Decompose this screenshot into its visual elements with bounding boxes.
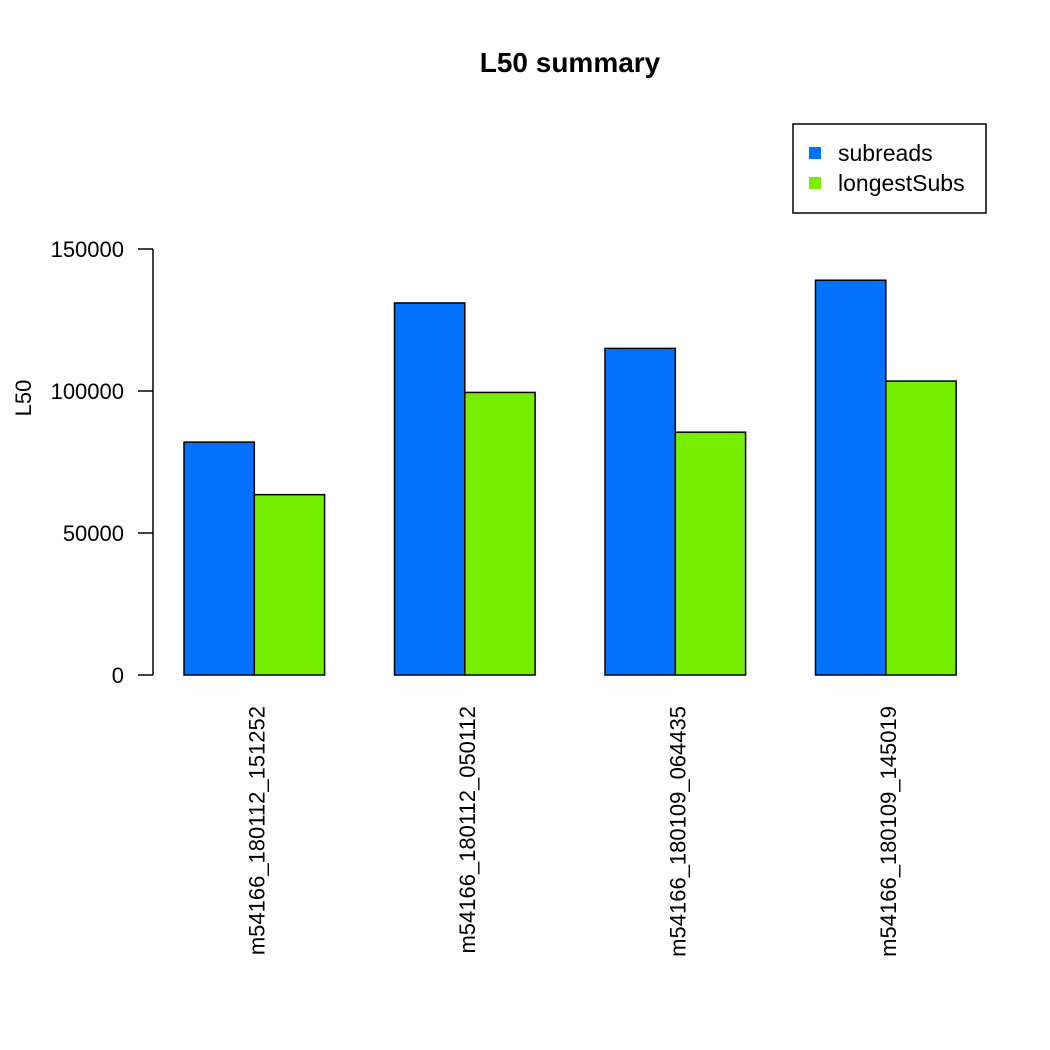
bar-longestSubs-1 [253, 493, 326, 676]
bar-subreads-1 [183, 441, 256, 676]
bar-subreads-2 [393, 302, 466, 676]
y-tick-label: 0 [112, 663, 124, 688]
legend-swatch-subreads [809, 147, 821, 159]
chart-title: L50 summary [480, 47, 661, 78]
legend: subreads longestSubs [792, 123, 987, 214]
bar-subreads-4 [814, 279, 887, 676]
legend-box [792, 123, 987, 214]
x-tick-label: m54166_180112_050112 [455, 706, 480, 954]
x-tick-label: m54166_180109_064435 [665, 706, 690, 957]
legend-label-longestSubs: longestSubs [838, 170, 965, 196]
y-tick-label: 150000 [51, 237, 124, 262]
bar-longestSubs-2 [464, 391, 536, 676]
y-axis: 0 50000 100000 150000 [51, 237, 154, 688]
bar-longestSubs-4 [885, 380, 957, 676]
bar-subreads-3 [604, 347, 677, 676]
legend-swatch-longestSubs [809, 177, 821, 189]
bar-longestSubs-3 [674, 431, 747, 676]
bars [183, 279, 957, 676]
x-axis: m54166_180112_151252 m54166_180112_050112… [244, 706, 901, 957]
y-axis-label: L50 [11, 380, 36, 417]
y-tick-label: 50000 [63, 521, 124, 546]
x-tick-label: m54166_180109_145019 [876, 706, 901, 957]
x-tick-label: m54166_180112_151252 [244, 706, 269, 955]
legend-label-subreads: subreads [838, 140, 933, 166]
y-tick-label: 100000 [51, 379, 124, 404]
